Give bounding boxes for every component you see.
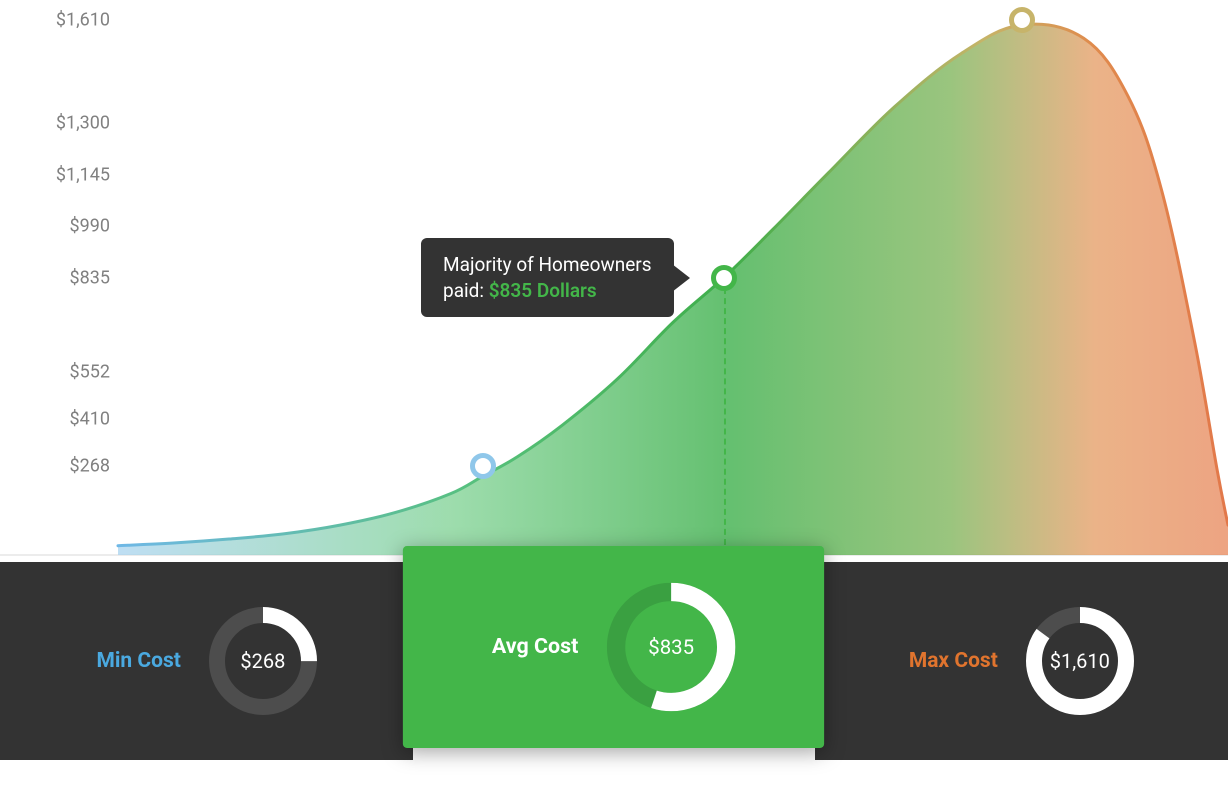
donut-value: $835 <box>607 583 736 712</box>
tooltip-prefix: paid: <box>443 279 489 302</box>
marker-max <box>1009 7 1035 33</box>
card-label: Avg Cost <box>492 635 579 659</box>
y-tick-label: $1,145 <box>10 164 110 185</box>
y-tick-label: $835 <box>10 267 110 288</box>
card-max: Max Cost $1,610 <box>815 562 1228 760</box>
y-tick-label: $1,610 <box>10 10 110 31</box>
avg-tooltip: Majority of Homeowners paid: $835 Dollar… <box>421 238 674 317</box>
marker-avg <box>711 265 737 291</box>
card-avg: Avg Cost $835 <box>403 546 825 748</box>
donut-min: $268 <box>209 607 317 715</box>
marker-min <box>470 453 496 479</box>
y-tick-label: $552 <box>10 361 110 382</box>
y-tick-label: $410 <box>10 408 110 429</box>
card-label: Min Cost <box>96 649 180 673</box>
card-min: Min Cost $268 <box>0 562 413 760</box>
tooltip-line2: paid: $835 Dollars <box>443 278 652 304</box>
donut-avg: $835 <box>607 583 736 712</box>
tooltip-accent: $835 Dollars <box>489 279 597 302</box>
card-label: Max Cost <box>909 649 998 673</box>
y-tick-label: $268 <box>10 455 110 476</box>
y-tick-label: $990 <box>10 216 110 237</box>
donut-value: $268 <box>209 607 317 715</box>
donut-max: $1,610 <box>1026 607 1134 715</box>
avg-dash-line <box>724 278 726 555</box>
summary-cards: Min Cost $268 Avg Cost $835 Max Cost $1,… <box>0 562 1228 760</box>
y-tick-label: $1,300 <box>10 113 110 134</box>
donut-value: $1,610 <box>1026 607 1134 715</box>
tooltip-line1: Majority of Homeowners <box>443 252 652 278</box>
